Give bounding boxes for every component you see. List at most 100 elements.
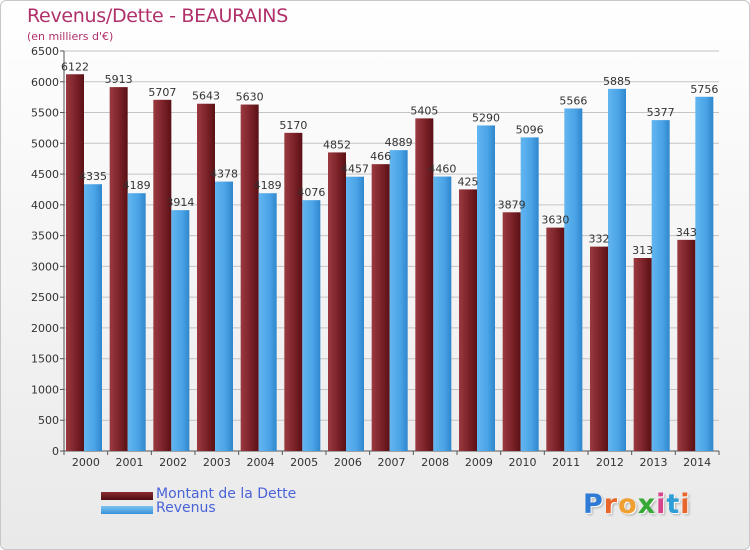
data-label-revenus: 3914 (166, 196, 194, 209)
data-label-dette: 5913 (105, 73, 133, 86)
chart-subtitle: (en milliers d'€) (27, 30, 114, 43)
logo-letter: i (656, 489, 667, 520)
data-label-revenus: 4189 (254, 179, 282, 192)
legend-label-dette: Montant de la Dette (156, 486, 297, 502)
chart-title: Revenus/Dette - BEAURAINS (27, 5, 288, 27)
data-label-revenus: 4076 (297, 186, 325, 199)
logo-letter: r (603, 489, 619, 520)
bar-dette (502, 212, 521, 451)
bar-dette (240, 104, 259, 452)
x-tick-label: 2013 (640, 456, 668, 469)
bar-revenus (127, 193, 146, 451)
bar-dette (459, 189, 477, 451)
axes: 0 500 1000 1500 2000 2500 3000 3500 4000 4500 5000… (31, 45, 720, 469)
data-label-dette: 6122 (61, 60, 89, 73)
bar-dette (677, 239, 696, 451)
logo-letter: i (680, 489, 691, 520)
data-label-revenus: 4889 (385, 136, 413, 149)
bar-dette (66, 74, 84, 451)
x-tick-label: 2001 (116, 456, 144, 469)
bar-dette (633, 258, 652, 451)
bar-dette (590, 246, 608, 451)
bar-revenus (346, 176, 364, 451)
y-tick-label: 4000 (31, 199, 59, 212)
data-label-revenus: 4189 (123, 179, 151, 192)
x-tick-label: 2009 (465, 456, 493, 469)
y-tick-label: 3500 (31, 230, 59, 243)
x-tick-label: 2003 (203, 456, 231, 469)
bar-revenus (171, 210, 190, 451)
data-label-dette: 5707 (148, 86, 176, 99)
bar-revenus (651, 120, 670, 451)
data-label-revenus: 5885 (603, 75, 631, 88)
data-label-dette: 313 (632, 244, 653, 257)
y-tick-label: 6000 (31, 76, 59, 89)
bar-revenus (608, 88, 626, 451)
data-label-dette: 5630 (236, 91, 264, 104)
data-label-revenus: 5096 (516, 123, 544, 136)
bar-dette (415, 118, 434, 451)
bar-revenus (84, 184, 102, 451)
y-tick-label: 0 (52, 445, 59, 458)
x-tick-label: 2012 (596, 456, 624, 469)
data-label-dette: 3879 (498, 198, 526, 211)
x-tick-label: 2008 (421, 456, 449, 469)
data-label-dette: 5405 (410, 104, 438, 117)
x-tick-label: 2007 (378, 456, 406, 469)
data-label-dette: 5170 (279, 119, 307, 132)
y-tick-label: 3000 (31, 260, 59, 273)
bar-dette (197, 103, 215, 451)
bar-revenus (520, 137, 539, 451)
y-tick-label: 5000 (31, 137, 59, 150)
x-tick-label: 2014 (683, 456, 711, 469)
bars (66, 74, 714, 452)
y-tick-label: 1500 (31, 353, 59, 366)
x-tick-label: 2010 (509, 456, 537, 469)
x-tick-label: 2006 (334, 456, 362, 469)
data-label-dette: 3630 (541, 214, 569, 227)
logo-letter: t (666, 489, 681, 520)
bar-dette (284, 132, 303, 451)
bar-revenus (302, 200, 321, 451)
logo-letter: o (618, 489, 638, 520)
data-label-dette: 425 (458, 175, 479, 188)
bar-dette (153, 99, 172, 452)
data-label-dette: 466 (370, 150, 391, 163)
bar-dette (371, 164, 390, 451)
y-tick-label: 6500 (31, 45, 59, 58)
proxiti-logo: Proxiti (583, 489, 691, 520)
y-tick-label: 1000 (31, 383, 59, 396)
logo-letter: P (583, 489, 604, 520)
y-tick-label: 5500 (31, 107, 59, 120)
data-label-revenus: 5566 (559, 94, 587, 107)
bar-revenus (564, 108, 583, 451)
bar-revenus (258, 193, 277, 451)
data-labels: 6122 4335 5913 4189 5707 3914 5643 4378 5630 4189… (61, 60, 718, 257)
x-tick-label: 2004 (247, 456, 275, 469)
data-label-revenus: 5290 (472, 111, 500, 124)
data-label-dette: 4852 (323, 138, 351, 151)
x-tick-label: 2002 (159, 456, 187, 469)
data-label-revenus: 4378 (210, 168, 238, 181)
legend-swatch-dette (101, 492, 153, 500)
y-tick-label: 2500 (31, 291, 59, 304)
data-label-revenus: 5377 (647, 106, 675, 119)
y-tick-label: 2000 (31, 322, 59, 335)
logo-letter: x (637, 489, 657, 520)
data-label-revenus: 4335 (79, 170, 107, 183)
bar-revenus (695, 96, 714, 452)
x-tick-label: 2011 (552, 456, 580, 469)
x-tick-label: 2000 (72, 456, 100, 469)
data-label-dette: 343 (676, 226, 697, 239)
data-label-revenus: 4460 (428, 163, 456, 176)
bar-dette (546, 227, 565, 451)
y-tick-label: 4500 (31, 168, 59, 181)
bar-revenus (215, 181, 233, 452)
bar-revenus (389, 150, 408, 451)
data-label-dette: 5643 (192, 90, 220, 103)
legend-swatch-revenus (101, 506, 153, 514)
legend-label-revenus: Revenus (156, 500, 216, 516)
bar-dette (109, 87, 128, 451)
